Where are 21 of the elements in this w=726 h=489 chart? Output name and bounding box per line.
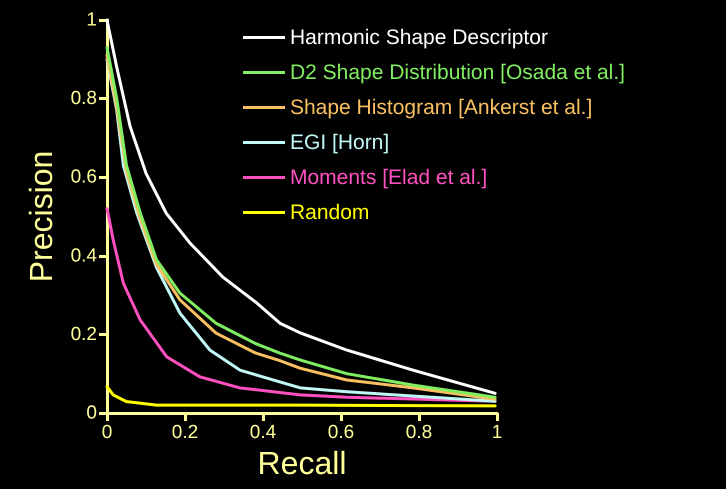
y-tick-label: 0 — [86, 402, 97, 424]
x-tick-label: 0.2 — [172, 422, 198, 443]
y-tick-label: 0.6 — [70, 166, 97, 188]
legend-label: Random — [290, 201, 370, 224]
legend-label: Harmonic Shape Descriptor — [290, 26, 548, 49]
y-tick-label: 0.4 — [70, 245, 98, 266]
legend-label: Moments [Elad et al.] — [290, 166, 488, 189]
y-tick-label: 0.2 — [70, 324, 97, 345]
x-axis-title: Recall — [258, 444, 346, 481]
x-tick-label: 0.8 — [406, 422, 432, 443]
line-series — [106, 385, 497, 408]
legend-label: Shape Histogram [Ankerst et al.] — [290, 96, 592, 119]
x-tick-label: 0.6 — [328, 422, 354, 443]
y-tick-label: 0.8 — [70, 88, 97, 110]
x-tick-label: 1 — [492, 422, 502, 443]
y-tick-label: 1 — [86, 10, 97, 30]
legend-label: D2 Shape Distribution [Osada et al.] — [290, 61, 626, 84]
y-axis-title: Precision — [23, 150, 59, 282]
legend-label: EGI [Horn] — [290, 131, 390, 154]
x-tick-label: 0 — [102, 422, 112, 443]
x-tick-label: 0.4 — [250, 422, 277, 443]
